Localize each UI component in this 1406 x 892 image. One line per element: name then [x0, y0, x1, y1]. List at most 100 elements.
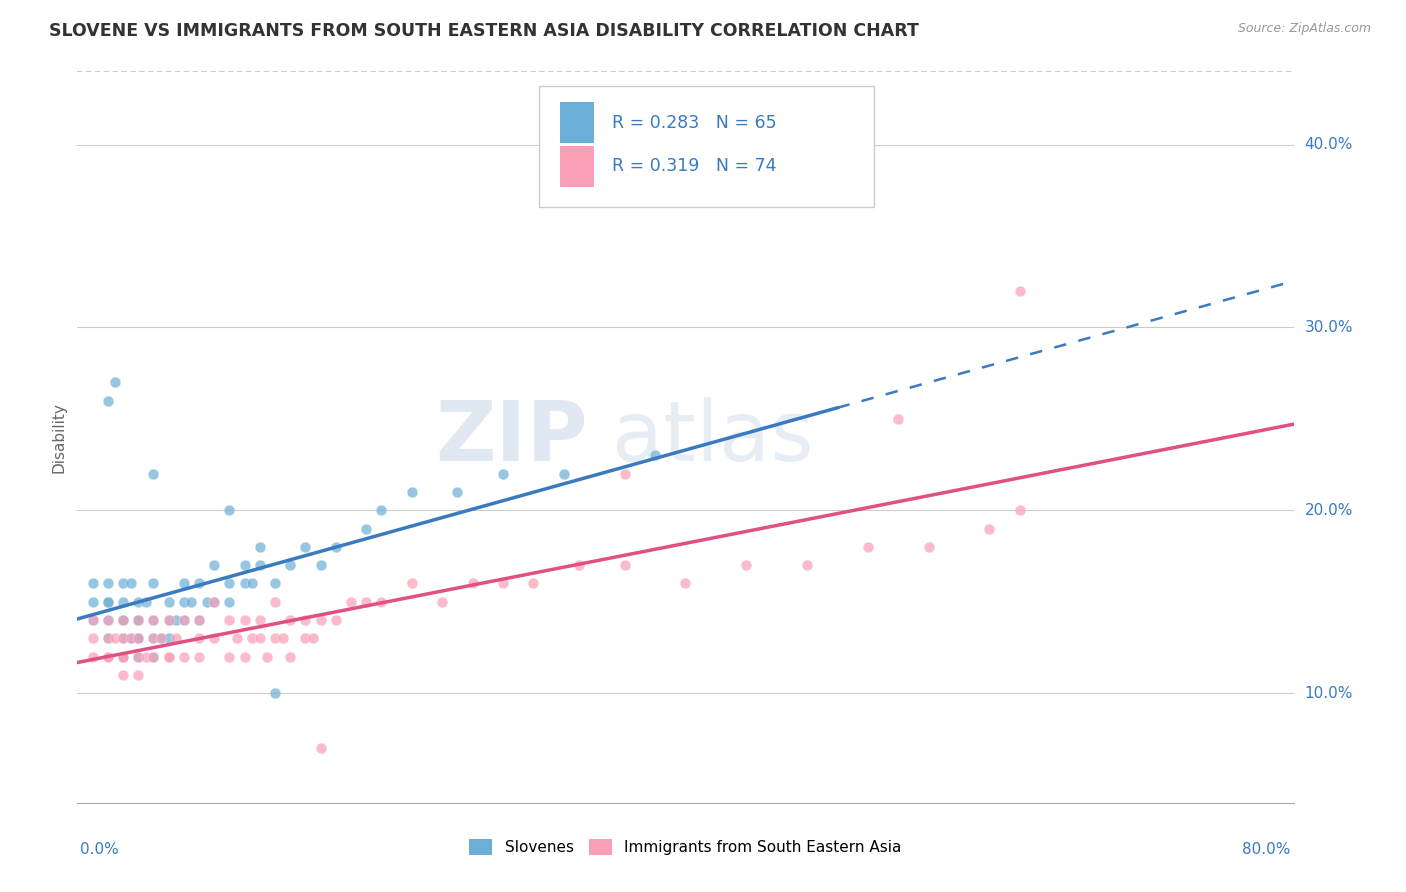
Point: [127, 613, 149, 627]
Point: [97, 632, 120, 646]
Point: [240, 632, 263, 646]
Point: [446, 485, 468, 500]
Point: [856, 540, 879, 554]
Point: [127, 594, 149, 608]
Point: [264, 576, 287, 591]
Point: [492, 467, 515, 481]
FancyBboxPatch shape: [540, 86, 875, 207]
Point: [644, 448, 666, 462]
Point: [249, 613, 271, 627]
Point: [354, 594, 377, 608]
Point: [173, 594, 195, 608]
Point: [157, 649, 180, 664]
Point: [354, 521, 377, 535]
Point: [180, 594, 202, 608]
Point: [127, 613, 149, 627]
Point: [127, 649, 149, 664]
Point: [370, 503, 392, 517]
Point: [796, 558, 818, 573]
Point: [127, 613, 149, 627]
Point: [278, 613, 301, 627]
Point: [127, 667, 149, 681]
Point: [173, 613, 195, 627]
Point: [188, 576, 211, 591]
Point: [104, 375, 127, 389]
Point: [157, 613, 180, 627]
Point: [111, 649, 134, 664]
Point: [309, 558, 332, 573]
Point: [233, 649, 256, 664]
Point: [142, 649, 165, 664]
Point: [157, 649, 180, 664]
Point: [325, 540, 347, 554]
Text: 10.0%: 10.0%: [1305, 686, 1353, 700]
Point: [157, 594, 180, 608]
Point: [120, 632, 142, 646]
Point: [127, 632, 149, 646]
Point: [294, 632, 316, 646]
Point: [82, 594, 104, 608]
Point: [218, 576, 240, 591]
Point: [309, 613, 332, 627]
Point: [173, 613, 195, 627]
Point: [97, 613, 120, 627]
Point: [111, 613, 134, 627]
Point: [165, 632, 187, 646]
Point: [157, 632, 180, 646]
Point: [294, 613, 316, 627]
Point: [218, 649, 240, 664]
Point: [461, 576, 484, 591]
Point: [111, 594, 134, 608]
Text: SLOVENE VS IMMIGRANTS FROM SOUTH EASTERN ASIA DISABILITY CORRELATION CHART: SLOVENE VS IMMIGRANTS FROM SOUTH EASTERN…: [49, 22, 920, 40]
Point: [613, 558, 636, 573]
Point: [149, 632, 172, 646]
Point: [120, 632, 142, 646]
Point: [195, 594, 218, 608]
Point: [188, 649, 211, 664]
Point: [249, 540, 271, 554]
Point: [173, 649, 195, 664]
Point: [675, 576, 697, 591]
Point: [613, 467, 636, 481]
Point: [249, 558, 271, 573]
Point: [918, 540, 941, 554]
Point: [202, 558, 225, 573]
Point: [142, 467, 165, 481]
Point: [233, 613, 256, 627]
Point: [278, 649, 301, 664]
Point: [111, 632, 134, 646]
Point: [188, 632, 211, 646]
Point: [111, 667, 134, 681]
Point: [97, 393, 120, 408]
Point: [111, 632, 134, 646]
Point: [218, 503, 240, 517]
Text: 30.0%: 30.0%: [1305, 320, 1353, 334]
Point: [370, 594, 392, 608]
Point: [82, 632, 104, 646]
Point: [1008, 284, 1031, 298]
FancyBboxPatch shape: [560, 103, 595, 143]
Point: [256, 649, 278, 664]
Point: [97, 649, 120, 664]
Point: [97, 594, 120, 608]
Point: [82, 613, 104, 627]
Point: [111, 613, 134, 627]
Point: [302, 632, 325, 646]
Point: [430, 594, 453, 608]
Point: [401, 485, 423, 500]
Y-axis label: Disability: Disability: [51, 401, 66, 473]
Point: [202, 594, 225, 608]
Point: [82, 649, 104, 664]
Point: [97, 632, 120, 646]
Text: Source: ZipAtlas.com: Source: ZipAtlas.com: [1237, 22, 1371, 36]
Point: [127, 632, 149, 646]
Point: [127, 632, 149, 646]
Point: [127, 649, 149, 664]
Point: [401, 576, 423, 591]
Point: [142, 632, 165, 646]
Point: [218, 613, 240, 627]
Point: [111, 576, 134, 591]
Point: [233, 558, 256, 573]
Point: [142, 576, 165, 591]
Text: ZIP: ZIP: [436, 397, 588, 477]
